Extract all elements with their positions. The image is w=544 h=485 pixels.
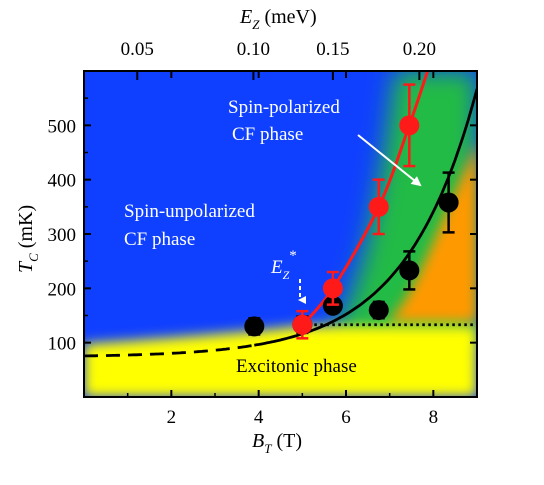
black-marker bbox=[399, 260, 420, 281]
x-axis-label-main: B bbox=[252, 430, 264, 452]
y-tick-label: 500 bbox=[48, 116, 77, 137]
ez-star-main: E bbox=[270, 257, 283, 278]
top-axis-label: EZ (meV) bbox=[239, 6, 317, 32]
top-tick-label: 0.05 bbox=[121, 39, 154, 60]
label-spin-polarized-line1: Spin-polarized bbox=[228, 97, 340, 118]
top-axis-label-sub: Z bbox=[252, 17, 260, 32]
black-marker bbox=[244, 316, 265, 337]
ez-star-sup: * bbox=[289, 248, 297, 264]
red-point-1 bbox=[322, 270, 343, 306]
y-tick-label: 300 bbox=[48, 225, 77, 246]
x-axis-ticks: 2 4 6 8 bbox=[126, 71, 478, 428]
label-spin-polarized-line2: CF phase bbox=[232, 124, 303, 145]
x-tick-label: 4 bbox=[254, 407, 264, 428]
x-axis-label-sub: T bbox=[264, 441, 272, 456]
y-axis-label: TC (mK) bbox=[15, 205, 41, 273]
red-marker bbox=[292, 314, 313, 335]
top-tick-label: 0.20 bbox=[403, 39, 436, 60]
x-tick-label: 2 bbox=[167, 407, 177, 428]
ez-star-sub: Z bbox=[283, 268, 290, 282]
label-spin-unpolarized-line1: Spin-unpolarized bbox=[124, 201, 255, 222]
black-marker bbox=[368, 300, 389, 321]
x-axis-label: BT (T) bbox=[252, 430, 302, 456]
top-axis-ticks: 0.05 0.10 0.15 0.20 bbox=[121, 39, 436, 80]
black-point-3 bbox=[368, 300, 389, 321]
red-marker bbox=[368, 196, 389, 217]
x-tick-label: 6 bbox=[341, 407, 351, 428]
label-spin-unpolarized-line2: CF phase bbox=[124, 229, 195, 250]
series-red-points bbox=[292, 83, 420, 340]
x-axis-label-unit: (T) bbox=[271, 430, 302, 452]
y-axis-ticks: 100 200 300 400 500 bbox=[48, 97, 477, 355]
black-dashed-curve bbox=[84, 343, 255, 358]
y-tick-label: 400 bbox=[48, 171, 77, 192]
x-tick-label: 8 bbox=[429, 407, 439, 428]
arrow-spin-polarized bbox=[357, 134, 422, 187]
y-axis-label-unit: (mK) bbox=[15, 205, 37, 253]
red-point-3 bbox=[399, 83, 420, 168]
top-axis-label-main: E bbox=[239, 6, 252, 28]
black-point-4 bbox=[399, 250, 420, 291]
region-excitonic bbox=[84, 326, 477, 397]
label-excitonic: Excitonic phase bbox=[236, 356, 357, 377]
top-axis-label-unit: (meV) bbox=[259, 6, 316, 28]
y-axis-label-sub: C bbox=[26, 253, 41, 262]
region-orange bbox=[388, 140, 477, 322]
label-ez-star: EZ * bbox=[270, 248, 297, 282]
y-axis-label-main: T bbox=[15, 260, 37, 273]
red-marker bbox=[399, 115, 420, 136]
red-point-2 bbox=[368, 178, 389, 236]
black-point-5 bbox=[438, 171, 459, 234]
top-tick-label: 0.15 bbox=[316, 39, 349, 60]
black-point-0 bbox=[244, 316, 265, 337]
y-tick-label: 100 bbox=[48, 334, 77, 355]
black-marker bbox=[438, 192, 459, 213]
red-point-0 bbox=[292, 309, 313, 340]
annotations: Spin-polarized CF phase Spin-unpolarized… bbox=[124, 97, 422, 377]
y-tick-label: 200 bbox=[48, 279, 77, 300]
top-tick-label: 0.10 bbox=[237, 39, 270, 60]
red-marker bbox=[322, 278, 343, 299]
